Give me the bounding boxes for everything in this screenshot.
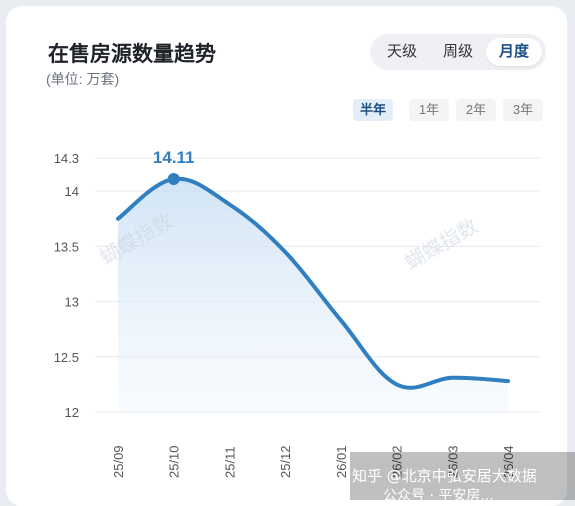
series-line [116,176,510,390]
footer-source-text: 知乎 @北京中弘安居大数据 [352,467,537,485]
highlight-marker: 14.11 [153,148,195,185]
granularity-monthly-button[interactable]: 月度 [486,38,542,66]
y-tick-label: 14 [65,184,79,199]
range-3-year-button[interactable]: 3年 [503,99,543,121]
x-tick-label: 25/10 [167,445,182,478]
y-tick-label: 13 [65,295,79,310]
granularity-weekly-button[interactable]: 周级 [442,43,473,60]
unit-label: (单位: 万套) [46,71,120,87]
watermark-right: 蝴蝶指数 [401,214,482,275]
chart-title: 在售房源数量趋势 [48,43,216,66]
x-tick-label: 25/11 [222,446,237,478]
x-tick-label: 26/03 [445,445,460,478]
y-axis: 12 12.5 13 13.5 14 14.3 [54,151,79,420]
y-tick-label: 12.5 [54,350,79,365]
y-tick-label: 14.3 [54,151,79,166]
x-tick-label: 26/02 [390,445,405,478]
granularity-daily-button[interactable]: 天级 [386,43,417,60]
range-1-year-button[interactable]: 1年 [409,99,449,121]
x-axis: 25/09 25/10 25/11 25/12 26/01 26/02 26/03 26/04 [111,445,516,478]
x-tick-label: 26/01 [334,445,349,478]
x-tick-label: 25/09 [111,445,126,478]
range-2-year-button[interactable]: 2年 [456,99,496,121]
y-tick-label: 13.5 [54,239,79,254]
x-tick-label: 26/04 [501,445,516,478]
x-tick-label: 25/12 [278,445,293,478]
range-half-year-button[interactable]: 半年 [353,99,393,121]
granularity-toggle: 天级 周级 月度 [370,34,546,70]
y-tick-label: 12 [65,405,79,420]
footer-partial-text: 公众号 · 平安房... [383,488,494,500]
highlight-value-label: 14.11 [153,148,195,167]
area-fill [118,178,508,412]
highlight-point [167,172,180,185]
footer-overlay [350,452,575,500]
chart-card: 在售房源数量趋势 (单位: 万套) 天级 周级 月度 半年 1年 2年 3年 [6,6,567,506]
